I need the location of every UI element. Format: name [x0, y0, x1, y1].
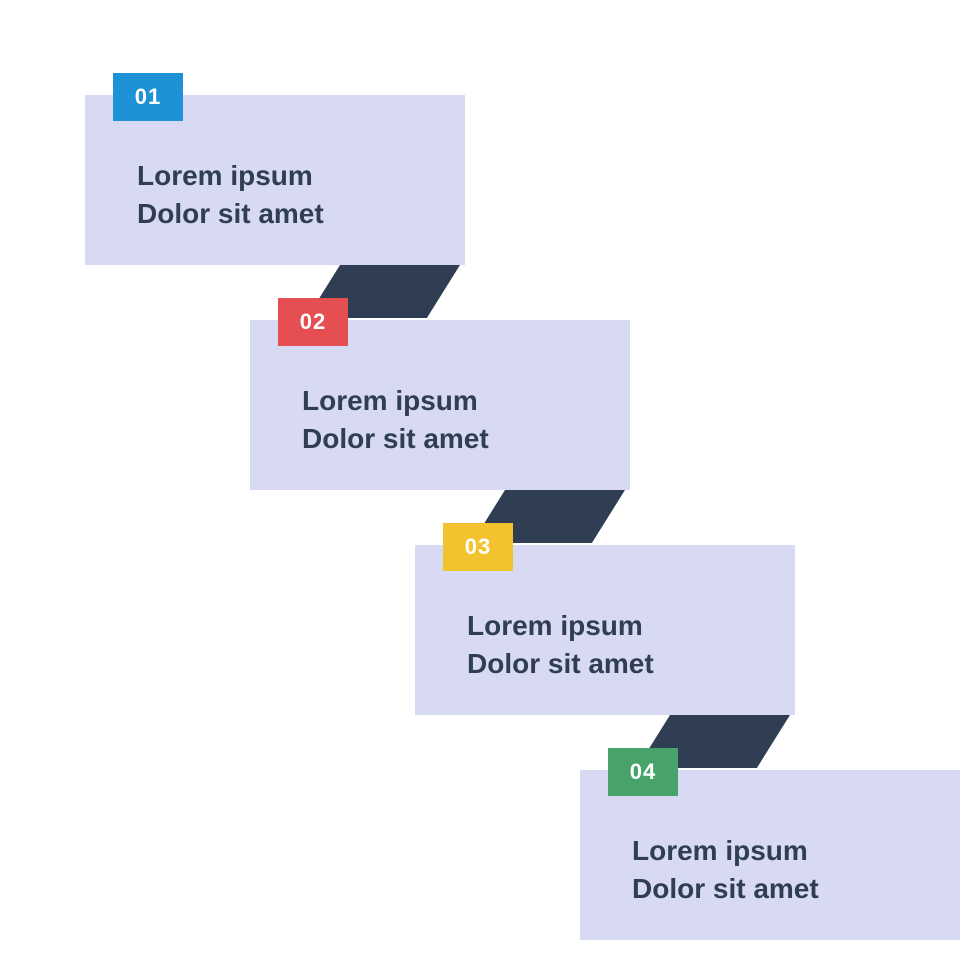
step-number-label: 04 [630, 759, 656, 785]
step-text-line2: Dolor sit amet [302, 420, 489, 458]
step-card-02: 02Lorem ipsumDolor sit amet [250, 320, 630, 490]
step-text-02: Lorem ipsumDolor sit amet [302, 382, 489, 458]
step-text-line1: Lorem ipsum [467, 607, 654, 645]
step-text-03: Lorem ipsumDolor sit amet [467, 607, 654, 683]
step-badge-03: 03 [443, 523, 513, 571]
step-card-01: 01Lorem ipsumDolor sit amet [85, 95, 465, 265]
step-text-line2: Dolor sit amet [137, 195, 324, 233]
step-text-04: Lorem ipsumDolor sit amet [632, 832, 819, 908]
step-badge-01: 01 [113, 73, 183, 121]
step-number-label: 02 [300, 309, 326, 335]
step-text-01: Lorem ipsumDolor sit amet [137, 157, 324, 233]
step-number-label: 01 [135, 84, 161, 110]
step-text-line1: Lorem ipsum [632, 832, 819, 870]
step-text-line1: Lorem ipsum [137, 157, 324, 195]
step-card-04: 04Lorem ipsumDolor sit amet [580, 770, 960, 940]
step-text-line1: Lorem ipsum [302, 382, 489, 420]
step-number-label: 03 [465, 534, 491, 560]
step-card-03: 03Lorem ipsumDolor sit amet [415, 545, 795, 715]
infographic-canvas: 01Lorem ipsumDolor sit amet02Lorem ipsum… [0, 0, 980, 980]
step-text-line2: Dolor sit amet [632, 870, 819, 908]
step-text-line2: Dolor sit amet [467, 645, 654, 683]
step-badge-02: 02 [278, 298, 348, 346]
step-badge-04: 04 [608, 748, 678, 796]
